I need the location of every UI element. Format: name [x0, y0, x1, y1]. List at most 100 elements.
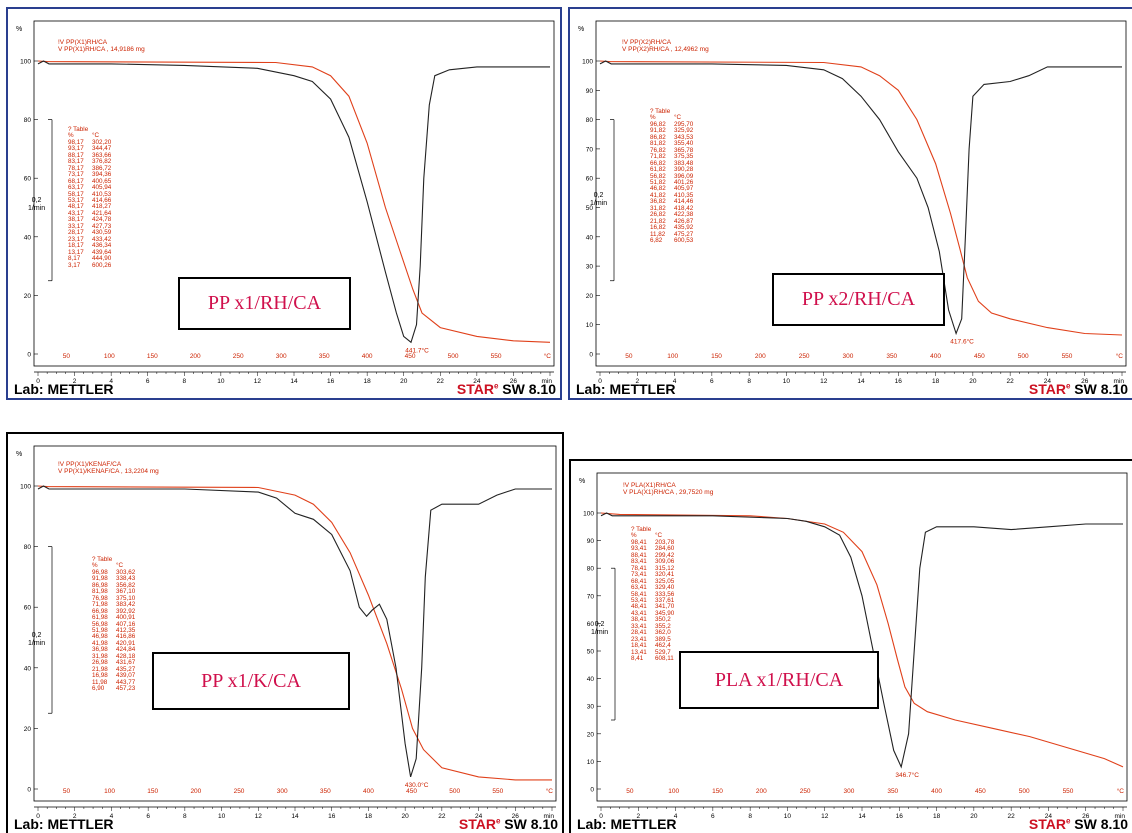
table-cell: 41,82	[650, 191, 666, 199]
time-tick-label: 14	[858, 813, 866, 820]
time-tick-label: 6	[710, 378, 714, 385]
table-row: 48,17 418,27	[68, 203, 116, 211]
table-cell: 394,36	[92, 171, 112, 179]
dtg-curve	[37, 485, 552, 778]
scale-unit: 1/min	[591, 629, 609, 636]
table-cell: 400,65	[92, 177, 112, 185]
time-tick-label: 0	[36, 813, 40, 820]
table-row: 26,98 431,67	[92, 659, 140, 667]
temp-tick-label: 50	[63, 353, 71, 360]
time-unit-label: min	[1115, 813, 1126, 820]
time-tick-label: 24	[475, 813, 483, 820]
tga-panel-pla-x1-rh-ca: % 100 90 80 70 60 50 40 30 20 10 0 50 100 150 200 250 300…	[569, 459, 1132, 833]
y-tick-label: 90	[586, 88, 594, 95]
y-tick-label: 70	[586, 146, 594, 153]
time-tick-label: 8	[183, 813, 187, 820]
table-row: 71,98 383,42	[92, 601, 140, 609]
table-cell: 73,17	[68, 171, 84, 179]
table-row: 41,98 420,91	[92, 640, 140, 647]
table-cell: 21,98	[92, 665, 108, 673]
star-reg: e	[1065, 816, 1071, 826]
time-tick-label: 2	[635, 378, 639, 385]
table-row: 28,17 430,59	[68, 229, 116, 236]
tga-panel-pp-x2-rh-ca: % 100 90 80 70 60 50 40 30 20 10 0 50 100 150 200 250 300…	[568, 7, 1132, 400]
y-tick-label: 80	[586, 117, 594, 124]
table-cell: 325,05	[655, 577, 675, 585]
header-line-2: V PP(X1)/KENAF/CA , 13,2204 mg	[58, 468, 159, 475]
tg-curve	[599, 60, 1123, 336]
scale-value: 0,2	[593, 192, 604, 199]
table-row: 23,17 433,42	[68, 235, 116, 243]
star-reg: e	[495, 816, 501, 826]
table-row: 93,41 284,60	[631, 545, 679, 552]
y-tick-label: 30	[587, 704, 595, 711]
temp-unit-label: °C	[544, 352, 552, 360]
temp-tick-label: 200	[190, 353, 201, 360]
time-tick-label: 8	[747, 378, 751, 385]
table-cell: 66,98	[92, 607, 108, 615]
table-cell: 320,41	[655, 571, 675, 579]
table-row: 78,17 386,72	[68, 165, 116, 172]
table-row: 46,98 416,86	[92, 633, 140, 640]
table-cell: 61,98	[92, 614, 108, 622]
table-row: 96,82 295,70	[650, 120, 698, 128]
tg-curve	[37, 60, 551, 343]
temp-tick-label: 250	[233, 353, 244, 360]
time-tick-label: 0	[599, 813, 603, 820]
table-cell: 410,53	[92, 190, 112, 198]
temp-tick-label: 450	[405, 353, 416, 360]
table-cell: 16,98	[92, 672, 108, 680]
tg-curve	[600, 512, 1124, 768]
table-cell: 389,5	[655, 635, 671, 643]
header-line-1: !V PP(X2)RH/CA	[622, 39, 672, 46]
y-tick-label: 40	[24, 234, 32, 241]
table-cell: 48,17	[68, 203, 84, 211]
table-row: 21,82 426,87	[650, 218, 698, 225]
table-cell: 16,82	[650, 224, 666, 232]
sample-header: !V PLA(X1)RH/CA V PLA(X1)RH/CA , 29,7520…	[623, 482, 713, 496]
time-tick-label: 2	[73, 813, 77, 820]
table-cell: 350,2	[655, 616, 671, 624]
table-row: 11,98 443,77	[92, 679, 140, 686]
table-cell: 81,98	[92, 588, 108, 596]
table-cell: 26,98	[92, 659, 108, 667]
y-unit-label: %	[579, 478, 585, 485]
table-cell: 43,17	[68, 209, 84, 217]
time-unit-label: min	[542, 378, 553, 385]
header-line-1: !V PLA(X1)RH/CA	[623, 482, 676, 489]
table-cell: 383,42	[116, 601, 136, 609]
time-tick-label: 22	[438, 813, 446, 820]
table-cell: 405,97	[674, 185, 694, 193]
header-line-2: V PP(X1)RH/CA , 14,9186 mg	[58, 46, 145, 53]
table-cell: 68,17	[68, 177, 84, 185]
table-header-cell: %	[92, 562, 98, 570]
tga-panel-pp-x1-k-ca: % 100 80 60 40 20 0 50 100 150 200 250 300 350 400 450 5…	[6, 432, 564, 833]
table-row: 38,17 424,78	[68, 216, 116, 223]
y-tick-label: 60	[24, 176, 32, 183]
table-cell: 367,10	[116, 588, 136, 596]
table-cell: 8,41	[631, 655, 644, 663]
table-cell: 56,98	[92, 620, 108, 628]
scale-unit: 1/min	[28, 205, 46, 212]
table-row: 61,82 390,28	[650, 166, 698, 173]
table-row: 13,17 439,64	[68, 249, 116, 256]
table-cell: 23,17	[68, 235, 84, 243]
table-cell: 96,82	[650, 120, 666, 128]
star-reg: e	[1065, 381, 1071, 391]
sample-label-box: PP x2/RH/CA	[772, 273, 945, 326]
time-tick-label: 26	[510, 378, 518, 385]
time-tick-label: 22	[1008, 813, 1016, 820]
table-block: ? Table% °C 98,17 302,20 93,17 344,47 88,17 363…	[68, 126, 116, 269]
temp-tick-label: 400	[363, 788, 374, 795]
y-tick-label: 40	[586, 234, 594, 241]
time-tick-label: 4	[110, 813, 114, 820]
table-row: 33,41 355,2	[631, 623, 679, 630]
sample-label: PP x1/RH/CA	[207, 292, 322, 314]
temp-tick-label: 250	[799, 353, 810, 360]
table-cell: 401,26	[674, 178, 694, 186]
table-row: 36,98 424,84	[92, 646, 140, 653]
temp-tick-label: 400	[930, 353, 941, 360]
plot-frame	[595, 20, 1127, 367]
y-unit-label: %	[16, 451, 22, 458]
